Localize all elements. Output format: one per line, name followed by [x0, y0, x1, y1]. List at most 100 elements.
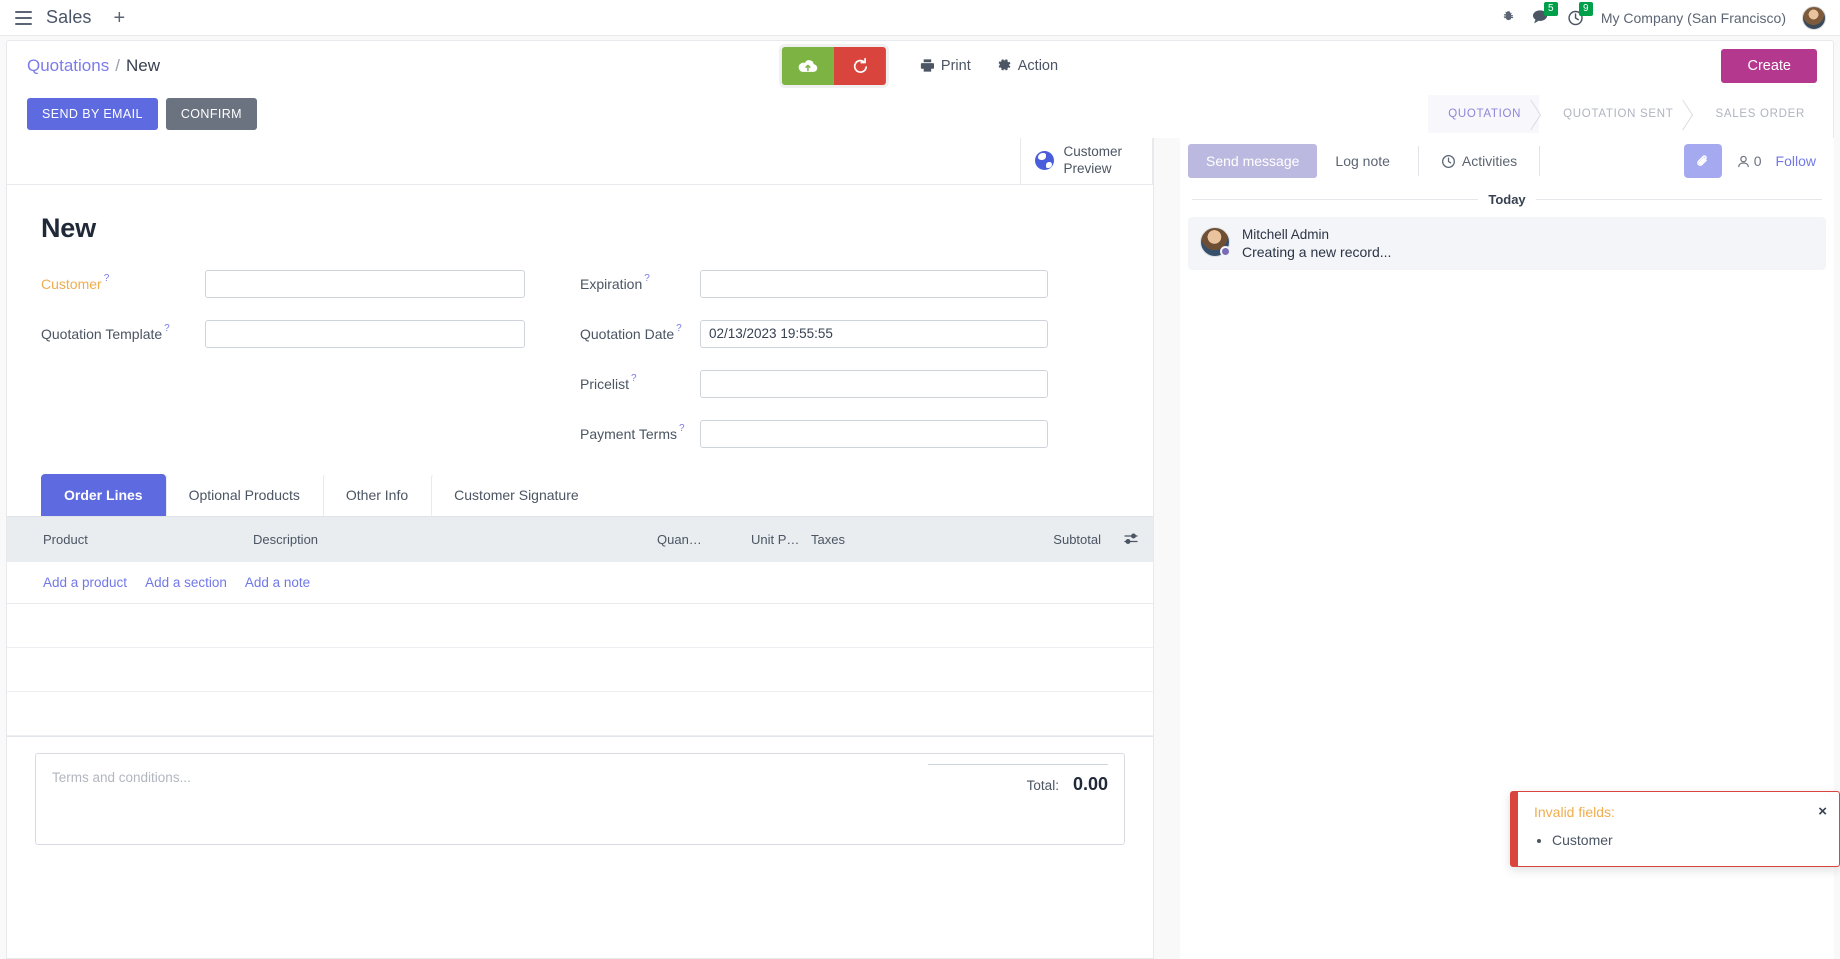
action-menu-button[interactable]: Action: [997, 58, 1058, 74]
day-separator-line: [1535, 199, 1823, 200]
chatter-message-body: Creating a new record...: [1242, 244, 1392, 260]
column-options-icon[interactable]: [1101, 531, 1141, 547]
close-icon[interactable]: ×: [1818, 803, 1827, 820]
main-content: Customer Preview New Customer ?: [0, 138, 1840, 959]
expiration-input[interactable]: [700, 269, 1048, 298]
avatar[interactable]: [1200, 227, 1231, 257]
column-header-subtotal: Subtotal: [1053, 531, 1101, 547]
printer-icon: [920, 59, 934, 72]
status-step-quotation-sent[interactable]: QUOTATION SENT: [1539, 95, 1691, 133]
chatter-divider: [1417, 146, 1419, 176]
field-column-left: Customer ? Quotation Template ?: [35, 269, 580, 470]
help-icon[interactable]: ?: [679, 422, 685, 434]
field-row-customer: Customer ?: [35, 269, 580, 298]
notebook: Order Lines Optional Products Other Info…: [7, 473, 1153, 736]
quotation-date-input[interactable]: 02/13/2023 19:55:55: [700, 319, 1048, 348]
quotation-template-input[interactable]: [205, 319, 525, 348]
chatter-thread: Today Mitchell Admin Creating a new reco…: [1180, 184, 1834, 959]
navbar-right: 5 9 My Company (San Francisco): [1501, 0, 1840, 35]
form-body: New Customer ? Quotation Templ: [7, 185, 1153, 470]
field-row-payment-terms: Payment Terms ?: [580, 419, 1125, 448]
top-navbar: Sales + 5 9: [0, 0, 1840, 36]
control-panel: Quotations / New: [6, 40, 1834, 138]
column-header-taxes: Taxes: [811, 531, 845, 547]
help-icon[interactable]: ?: [103, 272, 110, 284]
label-pricelist: Pricelist ?: [580, 372, 700, 392]
customer-preview-label: Customer Preview: [1063, 144, 1122, 178]
save-button[interactable]: [781, 46, 834, 85]
tab-customer-signature[interactable]: Customer Signature: [431, 473, 602, 516]
print-button[interactable]: Print: [920, 58, 971, 74]
label-quotation-template-text: Quotation Template: [41, 325, 163, 342]
label-quotation-template: Quotation Template ?: [35, 322, 195, 342]
tab-other-info[interactable]: Other Info: [322, 473, 432, 516]
help-icon[interactable]: ?: [644, 272, 650, 284]
add-a-section-link[interactable]: Add a section: [145, 574, 227, 590]
messages-icon[interactable]: 5: [1532, 2, 1558, 26]
add-a-product-link[interactable]: Add a product: [43, 574, 128, 590]
tab-order-lines[interactable]: Order Lines: [41, 473, 166, 516]
gear-icon: [998, 59, 1011, 71]
customer-preview-button[interactable]: Customer Preview: [1021, 138, 1153, 184]
add-a-note-link[interactable]: Add a note: [244, 574, 311, 590]
terms-and-conditions-input[interactable]: Terms and conditions...: [52, 769, 191, 785]
status-step-sales-order[interactable]: SALES ORDER: [1715, 108, 1805, 120]
breadcrumb-current: New: [125, 55, 160, 75]
customer-input[interactable]: [205, 269, 525, 298]
order-total: Total: 0.00: [928, 763, 1108, 795]
confirm-button[interactable]: CONFIRM: [165, 98, 257, 130]
help-icon[interactable]: ?: [631, 372, 637, 384]
discard-button[interactable]: [833, 46, 886, 85]
paperclip-icon: [1696, 155, 1707, 166]
help-icon[interactable]: ?: [164, 322, 170, 334]
field-row-quotation-template: Quotation Template ?: [35, 319, 580, 348]
user-icon: [1737, 155, 1749, 167]
hamburger-menu-icon[interactable]: [10, 5, 36, 31]
label-payment-terms: Payment Terms ?: [580, 422, 700, 442]
order-lines-add-row: Add a product Add a section Add a note: [7, 562, 1153, 604]
tab-optional-products[interactable]: Optional Products: [165, 473, 323, 516]
day-separator-line: [1192, 199, 1479, 200]
control-panel-right: Create: [1721, 48, 1823, 83]
status-step-quotation[interactable]: QUOTATION: [1428, 95, 1540, 133]
app-brand-sales[interactable]: Sales: [46, 7, 92, 27]
customer-preview-line2: Preview: [1063, 160, 1112, 176]
pricelist-input[interactable]: [700, 369, 1048, 398]
help-icon[interactable]: ?: [676, 322, 682, 334]
label-expiration-text: Expiration: [580, 275, 643, 292]
column-header-unit-price: Unit P…: [751, 531, 800, 547]
send-message-button[interactable]: Send message: [1188, 144, 1318, 178]
list-item: Customer: [1552, 832, 1825, 848]
send-by-email-button[interactable]: SEND BY EMAIL: [27, 98, 158, 130]
field-column-right: Expiration ? Quotation Date ? 02/13/2023…: [580, 269, 1125, 470]
attach-file-button[interactable]: [1683, 144, 1722, 178]
bug-icon[interactable]: [1501, 10, 1516, 25]
company-switcher[interactable]: My Company (San Francisco): [1600, 9, 1786, 26]
order-lines-empty-row: [7, 648, 1153, 692]
day-separator-label: Today: [1488, 192, 1526, 207]
messages-count-badge: 5: [1543, 2, 1558, 16]
label-payment-terms-text: Payment Terms: [580, 425, 677, 442]
follow-button[interactable]: Follow: [1775, 153, 1816, 169]
log-note-button[interactable]: Log note: [1317, 144, 1408, 178]
breadcrumb-separator: /: [115, 55, 120, 75]
column-header-product: Product: [43, 531, 88, 547]
chatter-message: Mitchell Admin Creating a new record...: [1188, 217, 1826, 270]
schedule-activity-button[interactable]: Activities: [1429, 145, 1529, 177]
avatar[interactable]: [1802, 5, 1826, 30]
column-header-quantity: Quan…: [657, 531, 702, 547]
day-separator: Today: [1188, 184, 1826, 217]
customer-preview-line1: Customer: [1063, 144, 1122, 159]
activities-clock-icon[interactable]: 9: [1567, 1, 1593, 27]
sheet-button-box: Customer Preview: [7, 138, 1153, 185]
payment-terms-input[interactable]: [700, 419, 1048, 448]
create-button[interactable]: Create: [1721, 48, 1817, 83]
order-lines-table: Product Description Quan… Unit P… Taxes …: [7, 515, 1153, 736]
sheet-footer: Terms and conditions... Total: 0.00: [7, 735, 1153, 845]
followers-button[interactable]: 0: [1736, 153, 1762, 169]
breadcrumb-quotations[interactable]: Quotations: [27, 55, 110, 75]
plus-icon[interactable]: +: [113, 6, 126, 29]
form-sheet: Customer Preview New Customer ?: [6, 138, 1154, 959]
control-panel-actions: Print Action: [920, 58, 1058, 74]
